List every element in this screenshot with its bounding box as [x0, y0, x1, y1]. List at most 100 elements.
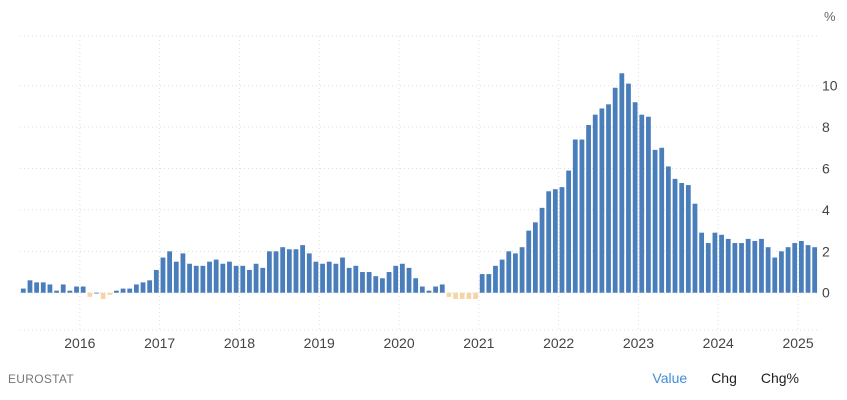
bar [227, 261, 232, 293]
bar [539, 207, 545, 293]
bar [699, 232, 705, 293]
x-tick-label: 2020 [383, 335, 414, 351]
bar [592, 114, 598, 293]
bar [266, 251, 272, 293]
bar [798, 240, 804, 293]
bar [506, 251, 512, 293]
bar [340, 257, 345, 293]
bar [719, 234, 724, 293]
bar [493, 265, 498, 293]
bar [40, 282, 46, 293]
y-tick-label: 0 [822, 285, 830, 301]
x-tick-label: 2022 [543, 335, 574, 351]
bar [207, 261, 212, 293]
y-tick-label: 4 [822, 202, 830, 218]
bar [326, 261, 332, 293]
bar [306, 253, 312, 293]
bar [479, 274, 485, 293]
bar [100, 292, 106, 299]
bar [812, 247, 818, 293]
bars [20, 73, 818, 299]
bar [160, 257, 166, 293]
bar [273, 251, 279, 293]
bar [792, 243, 798, 293]
bar [286, 249, 292, 293]
bar [599, 108, 605, 293]
bar [612, 87, 618, 293]
chart-footer: EUROSTAT Value Chg Chg% [0, 368, 847, 392]
bar [386, 272, 392, 293]
bar [127, 288, 133, 293]
bar [619, 73, 625, 293]
bar [80, 286, 86, 293]
bar [120, 288, 126, 293]
bar [459, 292, 465, 299]
bar [280, 247, 286, 293]
bar [659, 147, 665, 293]
bar [153, 269, 159, 293]
bar [87, 292, 93, 297]
x-axis-ticks: 2016 2017 2018 2019 2020 2021 2022 2023 2024 2025 [64, 335, 814, 351]
bar [446, 292, 452, 297]
bar [473, 292, 478, 299]
bar [220, 263, 226, 293]
bar [705, 243, 711, 293]
bar [20, 288, 26, 293]
bar [193, 265, 199, 293]
bar [260, 267, 266, 293]
tab-chg-percent[interactable]: Chg% [760, 370, 799, 386]
bar [353, 265, 359, 293]
bar [426, 290, 432, 293]
tab-value[interactable]: Value [652, 370, 688, 386]
bar [147, 280, 153, 293]
bar [532, 222, 538, 293]
x-tick-label: 2019 [304, 335, 335, 351]
bar [466, 292, 472, 299]
bar [213, 259, 219, 293]
bar [54, 290, 59, 293]
bar [200, 265, 206, 293]
bar [393, 265, 399, 293]
bar [300, 245, 306, 293]
view-tabs: Value Chg Chg% [640, 368, 811, 388]
bar [320, 263, 325, 293]
bar [765, 247, 771, 293]
bar [140, 282, 146, 293]
bar [373, 276, 379, 293]
bar [712, 232, 718, 293]
bar [107, 292, 113, 295]
bar [639, 114, 645, 293]
bar [779, 251, 784, 293]
bar [133, 284, 139, 293]
bar [745, 238, 751, 293]
bar [606, 104, 611, 293]
tab-chg[interactable]: Chg [711, 370, 737, 386]
bar [453, 292, 458, 299]
bar [652, 149, 658, 293]
bar [572, 139, 578, 293]
bar [672, 178, 678, 293]
bar [725, 238, 731, 293]
bar [739, 243, 744, 293]
bar [785, 247, 791, 293]
bar [646, 116, 651, 293]
chart: 0 2 4 6 8 10 2016 2017 2018 2019 2020 2021 2022 2023… [20, 9, 838, 351]
bar [752, 240, 758, 293]
bar [732, 243, 738, 293]
bar [399, 263, 405, 293]
bar [499, 259, 505, 293]
bar [665, 166, 671, 293]
bar [47, 284, 53, 293]
bar [566, 170, 572, 293]
x-tick-label: 2017 [144, 335, 175, 351]
bar [293, 249, 299, 293]
x-tick-label: 2025 [782, 335, 813, 351]
bar [406, 267, 412, 293]
y-axis-ticks: 0 2 4 6 8 10 [822, 78, 838, 301]
bar [692, 203, 698, 293]
bar [180, 253, 186, 293]
x-tick-label: 2021 [463, 335, 494, 351]
y-tick-label: 6 [822, 161, 830, 177]
x-tick-label: 2024 [703, 335, 734, 351]
bar [759, 238, 764, 293]
